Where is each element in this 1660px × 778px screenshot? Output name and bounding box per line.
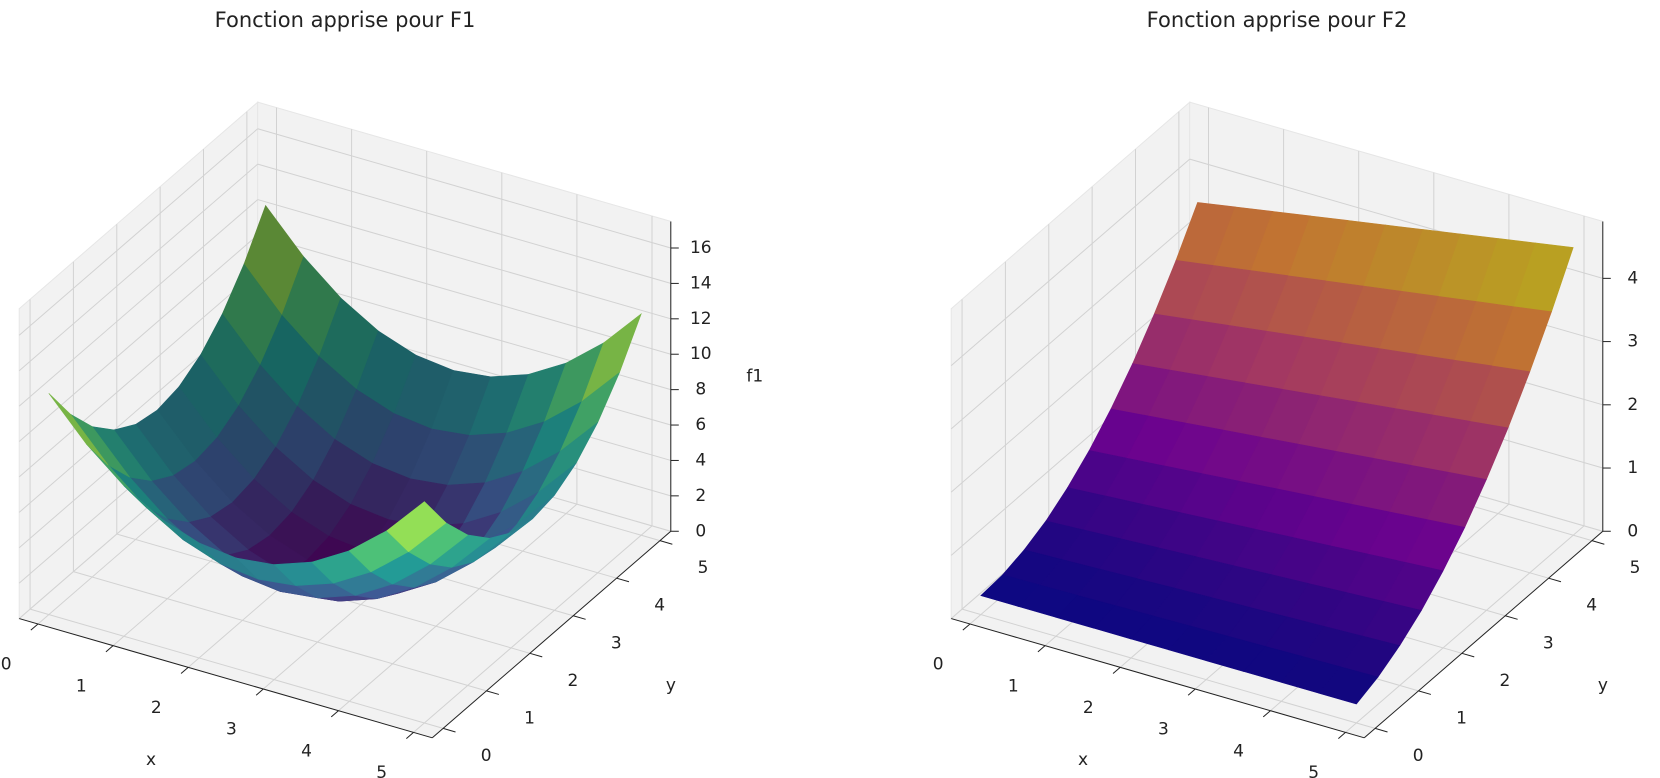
y-tick bbox=[616, 577, 630, 583]
grid-line bbox=[18, 128, 259, 336]
y-tick-label: 1 bbox=[524, 708, 535, 728]
x-tick bbox=[1262, 710, 1271, 718]
x-tick bbox=[406, 732, 414, 739]
y-tick-label: 0 bbox=[481, 746, 492, 766]
y-tick bbox=[1505, 615, 1518, 620]
y-tick-label: 3 bbox=[611, 633, 622, 653]
y-tick-label: 4 bbox=[654, 596, 665, 616]
grid-line bbox=[18, 163, 259, 372]
x-tick-label: 4 bbox=[1233, 741, 1244, 761]
y-tick-label: 3 bbox=[1543, 633, 1554, 653]
x-tick-label: 0 bbox=[933, 655, 944, 675]
z-tick-label: 12 bbox=[690, 309, 712, 329]
y-axis-label: y bbox=[666, 676, 676, 696]
z-tick-label: 14 bbox=[690, 273, 712, 293]
z-tick-label: 0 bbox=[1627, 521, 1638, 541]
grid-line bbox=[257, 234, 671, 355]
grid-line bbox=[18, 199, 259, 407]
y-tick bbox=[1548, 577, 1562, 583]
y-axis-label: y bbox=[1598, 676, 1608, 696]
y-tick bbox=[573, 615, 586, 620]
grid-line bbox=[950, 285, 1191, 493]
x-axis bbox=[951, 618, 1365, 739]
y-tick-label: 5 bbox=[1630, 558, 1641, 578]
z-tick-label: 1 bbox=[1627, 458, 1638, 478]
x-tick-label: 2 bbox=[1083, 698, 1094, 718]
y-tick bbox=[659, 540, 673, 545]
x-tick bbox=[180, 666, 189, 674]
grid-line bbox=[73, 571, 487, 692]
y-tick-label: 4 bbox=[1586, 596, 1597, 616]
x-tick-label: 1 bbox=[76, 676, 87, 696]
x-tick bbox=[30, 623, 39, 631]
z-tick-label: 8 bbox=[695, 380, 706, 400]
z-tick-label: 3 bbox=[1627, 332, 1638, 352]
x-tick-label: 5 bbox=[376, 763, 387, 778]
x-tick-label: 5 bbox=[1308, 763, 1319, 778]
subplot: Fonction apprise pour F2 0 1 2 3 4 5 0 1 2 3 4 5 0 1 2 3… bbox=[933, 8, 1641, 778]
x-tick bbox=[1037, 645, 1046, 653]
y-tick-label: 0 bbox=[1413, 746, 1424, 766]
x-tick bbox=[1112, 666, 1121, 674]
x-tick bbox=[1187, 688, 1196, 696]
y-tick-label: 2 bbox=[567, 671, 578, 691]
z-tick-label: 16 bbox=[690, 238, 712, 258]
grid-line bbox=[29, 608, 444, 729]
x-tick-label: 0 bbox=[1, 655, 12, 675]
z-tick-label: 10 bbox=[690, 344, 712, 364]
subplot: Fonction apprise pour F10123450123450246… bbox=[1, 8, 763, 778]
grid-line bbox=[950, 221, 1191, 430]
x-tick-label: 4 bbox=[301, 741, 312, 761]
grid-line bbox=[961, 608, 1376, 729]
grid-line bbox=[950, 158, 1191, 367]
surface-patch bbox=[1318, 666, 1379, 705]
surface-patch bbox=[386, 501, 447, 553]
y-tick bbox=[1461, 652, 1475, 658]
y-axis bbox=[431, 530, 672, 739]
x-tick-label: 3 bbox=[1158, 720, 1169, 740]
z-tick-label: 2 bbox=[695, 486, 706, 506]
y-tick-label: 5 bbox=[698, 558, 709, 578]
z-tick-label: 2 bbox=[1627, 395, 1638, 415]
x-axis-label: x bbox=[146, 750, 156, 770]
y-tick bbox=[442, 727, 456, 733]
grid-line bbox=[257, 163, 671, 284]
grid-line bbox=[413, 525, 653, 733]
surface-patch bbox=[48, 393, 109, 466]
x-tick-label: 2 bbox=[151, 698, 162, 718]
x-tick bbox=[330, 710, 339, 718]
chart-title: Fonction apprise pour F2 bbox=[1147, 8, 1408, 32]
x-tick bbox=[1338, 732, 1346, 739]
grid-line bbox=[257, 128, 671, 249]
z-axis-label: f1 bbox=[746, 366, 763, 386]
grid-line bbox=[257, 199, 671, 320]
y-tick-label: 2 bbox=[1499, 671, 1510, 691]
z-tick-label: 4 bbox=[695, 450, 706, 470]
z-tick-label: 6 bbox=[695, 415, 706, 435]
y-tick bbox=[1374, 727, 1388, 733]
y-tick bbox=[1591, 540, 1605, 545]
z-tick-label: 0 bbox=[695, 521, 706, 541]
x-axis-label: x bbox=[1078, 750, 1088, 770]
x-tick-label: 3 bbox=[226, 720, 237, 740]
grid-line bbox=[1345, 525, 1585, 733]
grid-line bbox=[18, 270, 259, 478]
x-tick bbox=[962, 623, 971, 631]
y-tick-label: 1 bbox=[1456, 708, 1467, 728]
z-tick-label: 4 bbox=[1627, 268, 1638, 288]
y-tick bbox=[1418, 690, 1432, 695]
x-tick bbox=[105, 645, 114, 653]
x-tick-label: 1 bbox=[1008, 676, 1019, 696]
chart-title: Fonction apprise pour F1 bbox=[215, 8, 476, 32]
y-tick bbox=[529, 652, 543, 658]
grid-line bbox=[338, 503, 578, 712]
y-tick bbox=[486, 690, 500, 695]
x-tick bbox=[255, 688, 264, 696]
x-axis bbox=[19, 618, 433, 739]
y-axis bbox=[1363, 530, 1604, 739]
